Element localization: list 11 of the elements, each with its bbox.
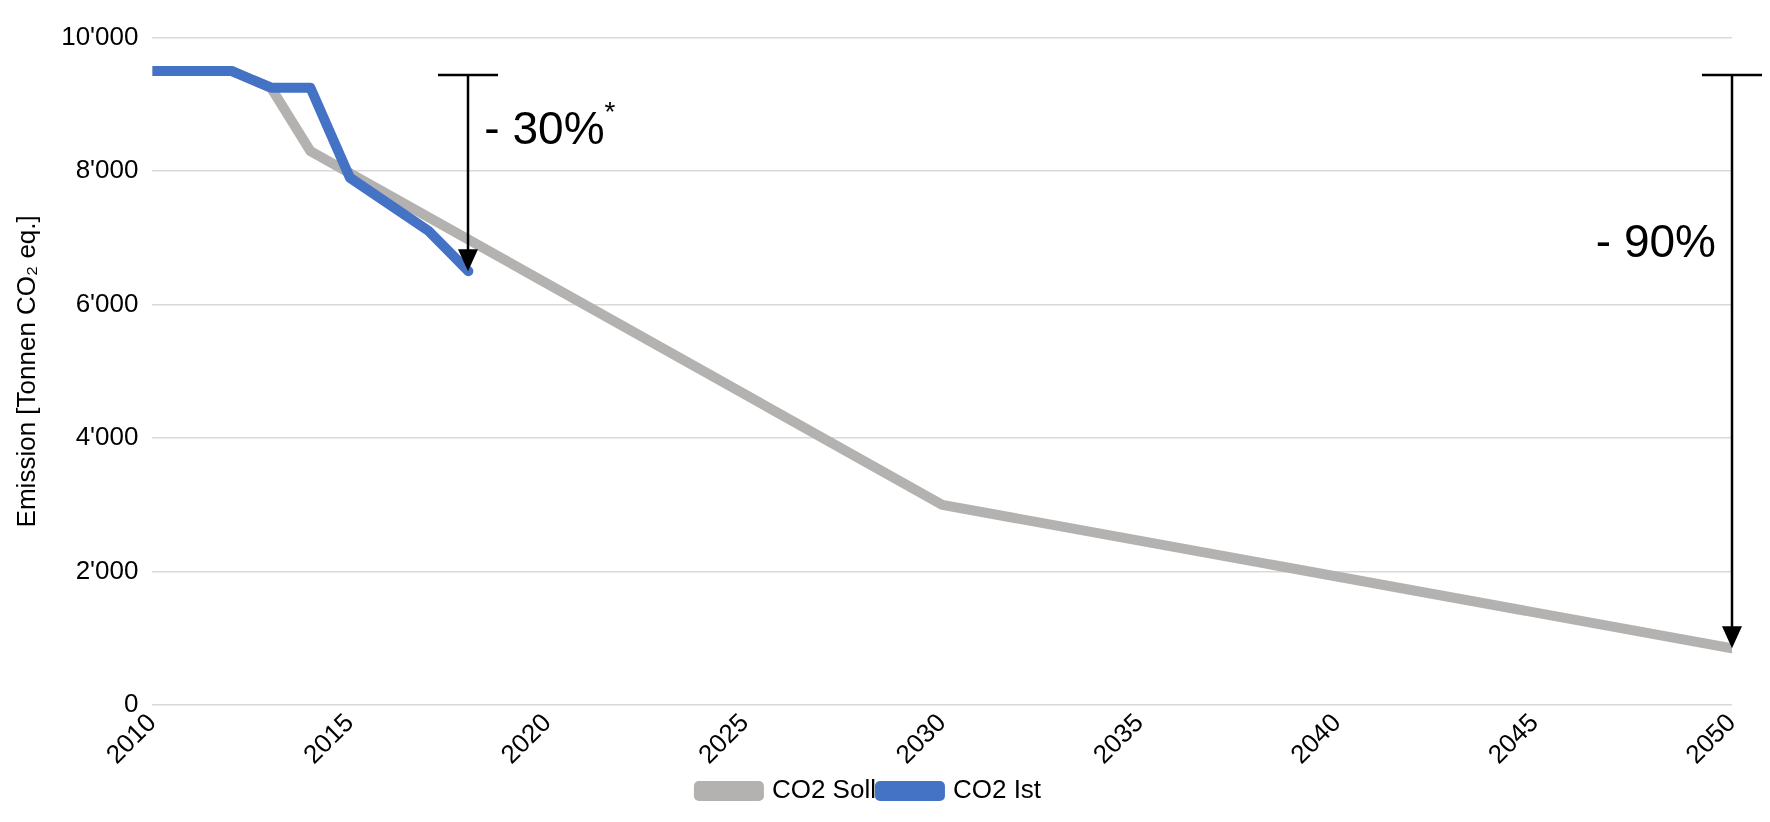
y-tick-label: 6'000 (75, 287, 139, 318)
y-tick-label: 0 (123, 688, 139, 719)
y-tick-label: 8'000 (75, 154, 139, 185)
legend-label: CO2 Ist (952, 774, 1042, 805)
y-tick-label: 4'000 (75, 421, 139, 452)
y-axis-title: Emission [Tonnen CO₂ eq.] (10, 215, 41, 528)
y-tick-label: 2'000 (75, 554, 139, 585)
annotation: - 90% (1595, 214, 1717, 267)
annotation: - 30%* (484, 95, 616, 154)
legend-label: CO2 Soll (771, 774, 876, 805)
y-tick-label: 10'000 (61, 20, 139, 51)
